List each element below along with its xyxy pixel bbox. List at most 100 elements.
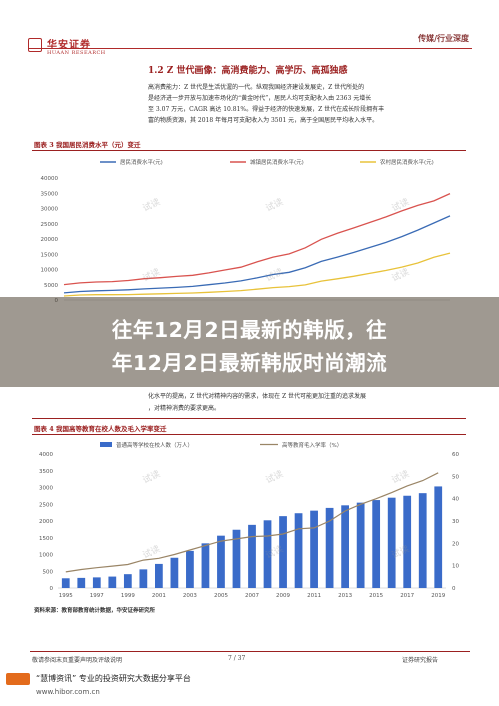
header-category: 传媒/行业深度	[418, 33, 469, 43]
legend-label: 农村居民消费水平(元)	[380, 158, 434, 166]
y-right-tick-label: 40	[452, 497, 459, 503]
paragraph-line: 高消费能力：Z 世代是生活优渥的一代。纵观我国经济建设发展史，Z 世代所处的	[148, 84, 365, 91]
x-tick-label: 2007	[245, 593, 259, 599]
paragraph-line: 化水平的提高，Z 世代对精神内容的需求，体现在 Z 世代可能更加注重的追求发展	[148, 393, 367, 400]
y-left-tick-label: 4000	[39, 452, 53, 458]
section-title: 1.2 Z 世代画像：高消费能力、高学历、高孤独感	[148, 66, 348, 76]
y-tick-label: 15000	[41, 252, 59, 258]
header-rule	[28, 48, 472, 49]
y-left-tick-label: 3500	[39, 469, 53, 475]
logo-icon	[28, 38, 42, 52]
y-left-tick-label: 3000	[39, 486, 53, 492]
legend-label: 城镇居民消费水平(元)	[250, 158, 304, 166]
paragraph-line: 是经济进一步开放与加速市场化的“黄金时代”，居民人均可支配收入由 2363 元增…	[148, 95, 372, 102]
figure-rule	[32, 418, 466, 419]
bar	[341, 505, 349, 588]
bar	[61, 578, 70, 588]
x-tick-label: 1995	[59, 593, 73, 599]
bar	[310, 510, 318, 588]
y-right-tick-label: 20	[452, 541, 459, 547]
figure-title: 图表 4 我国高等教育在校人数及毛入学率变迁	[34, 425, 167, 433]
brand-bar: “慧博资讯” 专业的投资研究大数据分享平台 www.hibor.com.cn	[0, 666, 499, 706]
series-line	[63, 215, 451, 294]
y-tick-label: 20000	[41, 237, 59, 243]
figure-rule	[32, 150, 466, 151]
legend-label: 普通高等学校在校人数（万人）	[116, 441, 193, 449]
y-right-tick-label: 60	[452, 452, 459, 458]
bar	[123, 574, 132, 588]
y-right-tick-label: 30	[452, 519, 459, 525]
bar	[418, 493, 427, 588]
bar	[294, 513, 303, 588]
banner-title-line: 年12月2日最新韩版时尚潮流	[111, 351, 388, 375]
bar	[77, 577, 86, 588]
bar	[170, 557, 179, 588]
legend-swatch	[100, 442, 112, 447]
hibor-logo-icon	[6, 673, 30, 685]
y-left-tick-label: 1000	[39, 553, 53, 559]
bar	[217, 535, 225, 588]
x-tick-label: 2015	[369, 593, 383, 599]
bar	[372, 500, 381, 588]
education-bar-chart: 0 500 1000 1500 2000 2500 3000 3500 4000 0 10 20 30 4…	[39, 441, 459, 599]
y-tick-label: 5000	[44, 283, 58, 289]
x-tick-label: 2001	[152, 593, 166, 599]
series-line	[63, 252, 451, 297]
bar	[201, 543, 210, 588]
x-tick-label: 1999	[121, 593, 135, 599]
y-left-tick-label: 0	[50, 586, 54, 592]
legend-label: 居民消费水平(元)	[120, 158, 163, 166]
consumption-line-chart: 0500010000150002000025000300003500040000…	[41, 158, 451, 304]
paragraph-line: ，对精神消费的要求更高。	[148, 405, 221, 412]
x-tick-label: 2019	[431, 593, 445, 599]
x-tick-label: 2003	[183, 593, 197, 599]
y-tick-label: 25000	[41, 222, 59, 228]
title-banner	[0, 297, 499, 387]
footer-rule	[30, 651, 470, 652]
brand-slogan: “慧博资讯” 专业的投资研究大数据分享平台	[36, 674, 191, 683]
x-tick-label: 1997	[90, 593, 104, 599]
y-left-tick-label: 2000	[39, 519, 53, 525]
y-right-tick-label: 50	[452, 474, 459, 480]
bar	[279, 516, 287, 588]
y-tick-label: 30000	[41, 207, 59, 213]
x-tick-label: 2005	[214, 593, 228, 599]
footer-disclaimer: 敬请参阅末页重要声明及评级说明	[32, 657, 123, 664]
y-left-tick-label: 2500	[39, 502, 53, 508]
bar	[248, 524, 256, 588]
y-right-tick-label: 10	[452, 564, 459, 570]
bar	[263, 520, 272, 588]
x-tick-label: 2011	[307, 593, 321, 599]
bar	[232, 529, 241, 588]
bar	[387, 497, 396, 588]
page-number: 7 / 37	[228, 655, 246, 662]
x-tick-label: 2013	[338, 593, 352, 599]
series-line	[63, 193, 451, 286]
y-left-tick-label: 500	[43, 569, 54, 575]
figure-title: 图表 3 我国居民消费水平（元）变迁	[34, 141, 141, 149]
bar	[108, 576, 117, 588]
y-right-tick-label: 0	[452, 586, 456, 592]
bar	[92, 577, 101, 588]
bar	[434, 486, 443, 588]
banner-title-line: 往年12月2日最新的韩版，往	[111, 318, 388, 342]
logo-subtitle: HUAAN RESEARCH	[47, 50, 106, 56]
figure-rule	[32, 434, 466, 435]
footer-report-type: 证券研究报告	[402, 657, 439, 664]
brand-url: www.hibor.com.cn	[36, 688, 100, 696]
y-tick-label: 35000	[41, 191, 59, 197]
bar	[325, 507, 334, 588]
y-left-tick-label: 1500	[39, 536, 53, 542]
bar	[155, 563, 163, 588]
y-tick-label: 10000	[41, 268, 59, 274]
paragraph-line: 至 3.07 万元，CAGR 高达 10.81%。得益于经济的快速发展，Z 世代…	[148, 106, 385, 113]
legend-label: 高等教育毛入学率（%）	[282, 441, 342, 449]
bar	[356, 502, 365, 588]
bar	[186, 550, 194, 588]
x-tick-label: 2017	[400, 593, 414, 599]
x-tick-label: 2009	[276, 593, 290, 599]
figure-source: 资料来源：教育部教育统计数据，华安证券研究所	[34, 608, 156, 614]
bar	[403, 495, 412, 588]
bar	[139, 569, 148, 588]
logo-name: 华安证券	[47, 40, 91, 51]
